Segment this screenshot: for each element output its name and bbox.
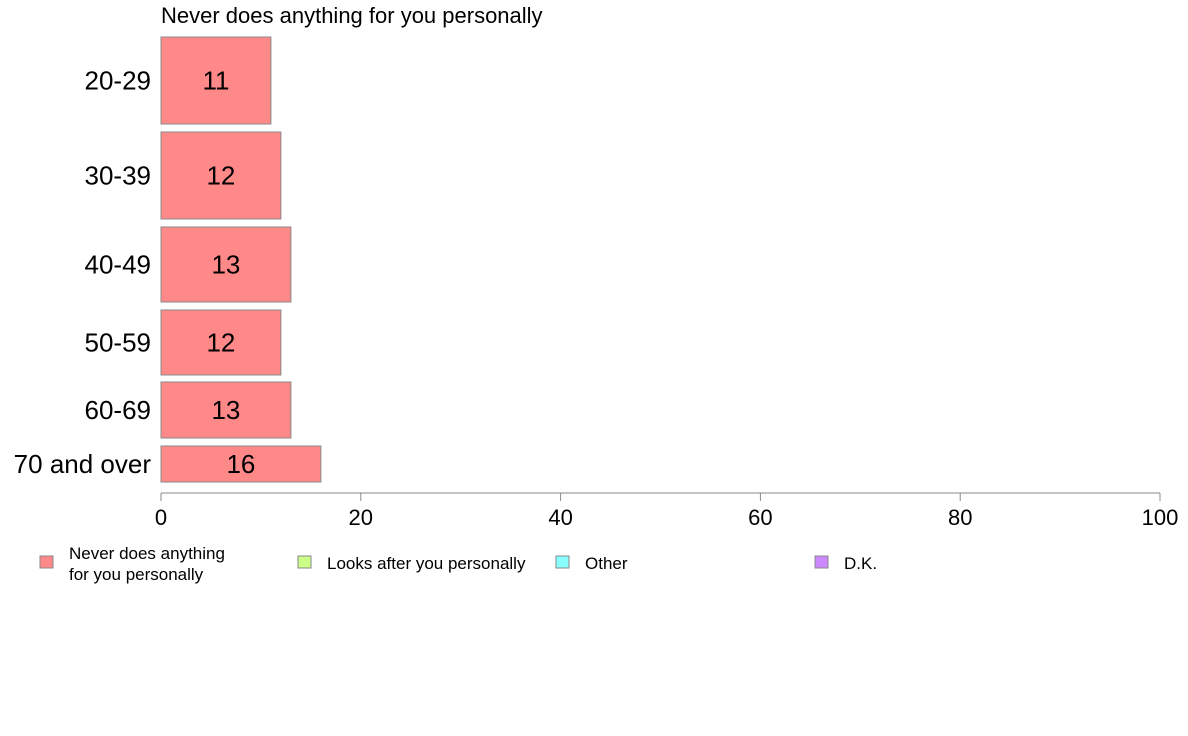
data-label: 13 [211,395,240,425]
bar-40-49 [160,226,292,303]
legend: Never does anything for you personally Loo… [39,544,877,584]
data-label: 13 [211,250,240,280]
x-axis: 0 20 40 60 80 100 [155,492,1179,530]
chart-title: Never does anything for you personally [161,3,543,28]
legend-label: D.K. [844,554,877,573]
x-tick-label: 20 [349,505,373,530]
category-label: 20-29 [85,66,152,96]
data-label: 12 [206,161,235,191]
legend-label: Other [585,554,628,573]
legend-swatch [814,555,829,569]
x-tick-label: 100 [1142,505,1179,530]
data-label: 16 [226,449,255,479]
bar-50-59 [160,309,282,376]
legend-label: Never does anything for you personally [69,544,225,584]
bars-group: 11 20-29 12 30-39 13 40-49 12 50-59 13 60-69 16 70 … [14,36,322,483]
category-label: 30-39 [85,161,152,191]
x-tick-label: 0 [155,505,167,530]
bar-60-69 [160,381,292,439]
x-tick-label: 40 [548,505,572,530]
category-label: 50-59 [85,328,152,358]
bar-20-29 [160,36,272,125]
data-label: 11 [202,66,229,96]
bar-30-39 [160,131,282,220]
x-tick-label: 60 [748,505,772,530]
category-label: 70 and over [14,449,152,479]
data-label: 12 [206,328,235,358]
category-label: 40-49 [85,250,152,280]
legend-swatch [555,555,570,569]
legend-label: Looks after you personally [327,554,526,573]
bar-70-and-over [160,445,322,483]
legend-swatch [39,555,54,569]
legend-swatch [297,555,312,569]
x-tick-label: 80 [948,505,972,530]
category-label: 60-69 [85,395,152,425]
